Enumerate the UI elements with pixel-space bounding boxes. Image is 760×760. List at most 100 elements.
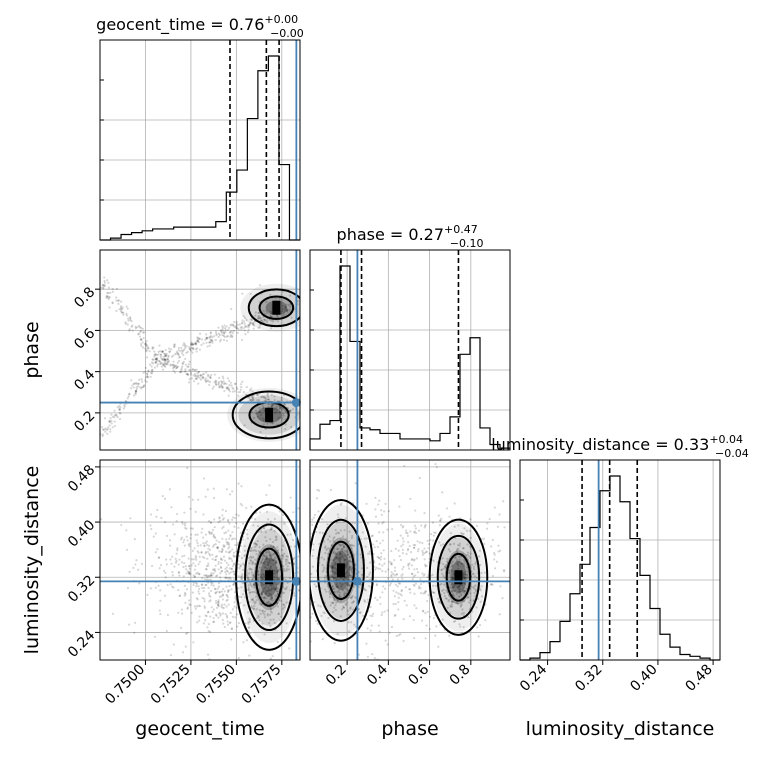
sample-point [232,320,236,324]
sample-point [216,574,219,577]
sample-point [104,430,107,433]
sample-point [193,373,197,376]
sample-point [273,395,276,398]
sample-point [262,561,266,565]
sample-point [234,616,237,619]
sample-point [282,555,285,559]
sample-point [196,541,199,545]
sample-point [155,358,159,361]
sample-point [336,513,340,516]
sample-point [402,540,405,543]
sample-point [424,551,428,554]
sample-point [277,548,280,552]
sample-point [283,587,286,590]
sample-point [273,406,276,409]
sample-point [226,334,230,338]
sample-point [281,307,284,311]
sample-point [412,618,415,622]
sample-point [188,565,191,568]
sample-point [285,587,288,591]
sample-point [366,627,369,630]
sample-point [226,541,229,544]
sample-point [239,502,242,506]
sample-point [426,539,429,542]
sample-point [253,604,256,608]
sample-point [456,567,460,570]
sample-point [233,582,236,585]
sample-point [438,601,441,604]
sample-point [479,600,482,603]
sample-point [449,543,452,546]
sample-point [406,549,409,552]
sample-point [251,322,254,325]
x-tick-label: 0.48 [683,662,716,695]
sample-point [228,585,231,588]
sample-point [456,562,460,565]
sample-point [259,575,263,578]
sample-point [176,365,180,368]
sample-point [151,346,154,349]
sample-point [285,410,288,413]
sample-point [461,584,464,587]
sample-point [467,616,470,619]
sample-point [330,601,333,604]
sample-point [441,572,444,575]
sample-point [252,556,255,559]
sample-point [221,527,224,530]
sample-point [366,575,369,578]
sample-point [266,563,270,566]
sample-point [232,387,235,391]
sample-point [230,384,233,387]
sample-point [421,609,425,612]
sample-point [283,312,286,315]
sample-point [256,524,260,528]
sample-point [201,555,204,558]
sample-point [195,368,198,371]
sample-point [157,556,160,559]
sample-point [240,322,244,325]
sample-point [334,552,338,555]
sample-point [269,528,272,531]
sample-point [198,605,202,608]
sample-point [156,356,159,360]
sample-point [323,612,326,615]
sample-point [267,561,270,565]
sample-point [287,568,291,571]
sample-point [488,518,491,521]
sample-point [226,542,229,546]
y-tick-label: 0.6 [71,325,98,352]
sample-point [208,552,211,556]
sample-point [443,583,446,586]
sample-point [209,578,212,581]
sample-point [202,372,205,375]
sample-point [139,342,143,346]
sample-point [166,363,169,366]
sample-point [280,560,283,563]
sample-point [342,545,346,549]
sample-point [493,558,496,561]
sample-point [392,589,395,592]
sample-point [200,531,203,534]
sample-point [145,339,148,343]
sample-point [348,584,351,587]
sample-point [175,559,178,563]
sample-point [237,563,240,566]
sample-point [413,530,416,533]
sample-point [258,406,261,410]
sample-point [272,320,275,323]
sample-point [463,527,466,530]
contour-line [258,295,295,320]
sample-point [188,572,191,575]
sample-point [269,583,272,587]
sample-point [144,343,147,346]
sample-point [144,379,147,382]
sample-point [154,361,158,365]
sample-point [250,560,253,563]
sample-point [448,569,451,572]
sample-point [218,517,221,520]
sample-point [235,325,238,328]
sample-point [270,526,273,529]
sample-point [427,594,430,597]
contour-line [310,498,374,642]
sample-point [264,435,267,438]
